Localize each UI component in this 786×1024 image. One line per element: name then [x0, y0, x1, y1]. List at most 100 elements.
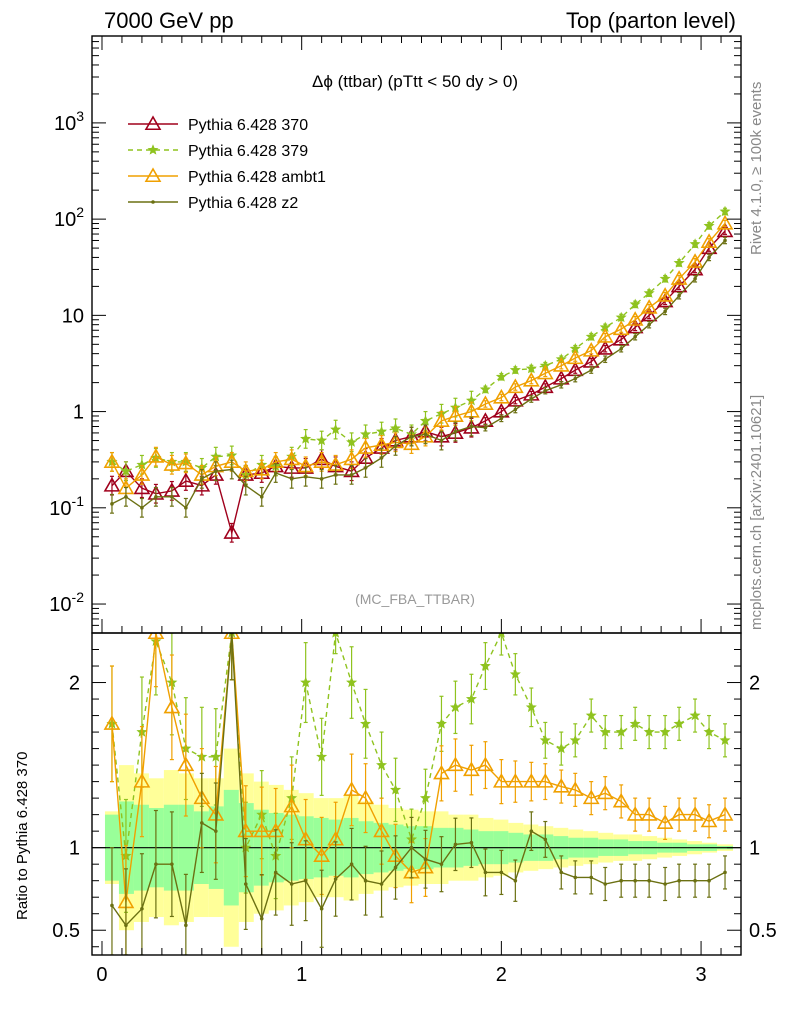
main-point-ambt1: [177, 454, 195, 470]
main-point-z2: [633, 334, 637, 339]
ratio-point-z2: [349, 862, 354, 866]
ratio-y-tick-label-right: 0.5: [749, 920, 777, 942]
ratio-point-z2: [319, 906, 324, 911]
main-point-z2: [124, 495, 128, 499]
ratio-point-p379: [419, 792, 431, 803]
main-point-ambt1: [582, 342, 600, 357]
ratio-point-ambt1: [283, 797, 301, 813]
ratio-point-p379: [703, 726, 715, 737]
main-point-p370: [177, 472, 195, 488]
ratio-point-ambt1: [626, 806, 644, 821]
main-point-z2: [647, 322, 651, 327]
ratio-point-ambt1: [447, 756, 464, 772]
y-tick-label: 1: [73, 402, 84, 424]
ratio-point-p379: [479, 660, 491, 671]
main-point-p379: [479, 383, 491, 395]
ratio-point-p379: [615, 726, 627, 737]
ratio-point-p379: [719, 734, 731, 746]
main-point-ambt1: [163, 456, 181, 471]
ratio-point-z2: [110, 903, 114, 908]
main-point-p379: [525, 362, 537, 374]
main-point-p370: [133, 479, 151, 495]
ratio-point-z2: [693, 878, 697, 883]
main-point-ambt1: [133, 466, 151, 481]
ratio-point-ambt1: [536, 773, 554, 788]
ratio-point-p379: [509, 668, 521, 679]
main-point-ambt1: [253, 460, 271, 476]
ratio-point-z2: [170, 862, 174, 866]
main-point-ambt1: [447, 407, 464, 423]
ratio-series-z2: [109, 633, 728, 955]
main-point-z2: [214, 469, 218, 474]
main-point-p370: [223, 524, 241, 539]
ratio-point-z2: [259, 916, 264, 921]
ratio-point-z2: [663, 882, 667, 886]
ratio-point-z2: [633, 878, 637, 883]
main-point-p379: [615, 311, 627, 323]
ratio-point-p379: [449, 701, 461, 713]
ratio-point-ambt1: [716, 806, 734, 821]
main-point-p379: [689, 238, 701, 249]
main-point-z2: [453, 429, 458, 434]
main-point-p379: [346, 436, 358, 447]
main-point-z2: [707, 255, 711, 260]
ratio-point-p379: [376, 759, 388, 770]
main-point-p379: [360, 428, 372, 440]
ratio-point-ambt1: [670, 806, 688, 821]
x-tick-label: 3: [695, 964, 706, 986]
main-point-z2: [349, 473, 354, 477]
main-point-z2: [319, 477, 324, 481]
ratio-y-tick-label-right: 1: [749, 838, 760, 860]
main-point-p379: [300, 433, 312, 444]
header-right: Top (parton level): [566, 8, 736, 33]
main-point-z2: [170, 495, 174, 499]
ratio-point-ambt1: [477, 756, 494, 772]
ratio-point-p379: [643, 726, 655, 737]
ratio-point-z2: [647, 878, 651, 883]
x-tick-label: 1: [296, 964, 307, 986]
legend-entry-p379: Pythia 6.428 379: [128, 143, 308, 160]
main-point-ambt1: [626, 311, 644, 326]
ratio-point-p379: [390, 784, 402, 795]
main-point-p379: [390, 422, 402, 434]
main-point-p379: [659, 273, 671, 284]
y-tick-label: 10-2: [49, 589, 84, 616]
ratio-point-z2: [184, 923, 188, 928]
legend-entry-ambt1: Pythia 6.428 ambt1: [128, 167, 326, 186]
main-point-z2: [573, 376, 578, 381]
ratio-y-tick-label-left: 2: [69, 673, 80, 695]
ratio-point-z2: [469, 840, 474, 845]
ratio-point-p379: [555, 742, 567, 754]
main-point-z2: [140, 506, 144, 510]
ratio-point-p379: [360, 718, 372, 729]
main-point-z2: [409, 434, 414, 439]
ratio-point-z2: [513, 878, 518, 883]
main-point-z2: [663, 309, 667, 314]
main-point-z2: [619, 346, 623, 351]
main-point-z2: [393, 444, 398, 448]
legend-entry-z2: Pythia 6.428 z2: [128, 195, 298, 212]
main-point-z2: [603, 357, 608, 362]
ratio-point-z2: [677, 878, 681, 883]
main-point-ambt1: [506, 378, 524, 394]
ratio-point-p379: [316, 750, 328, 762]
ratio-point-z2: [393, 865, 398, 870]
main-point-z2: [243, 483, 248, 488]
ratio-point-z2: [619, 878, 623, 883]
ratio-point-z2: [723, 870, 727, 875]
main-point-z2: [529, 397, 534, 401]
ratio-point-z2: [409, 845, 414, 850]
main-point-z2: [110, 502, 114, 506]
main-point-ambt1: [477, 395, 494, 411]
main-point-p379: [703, 220, 715, 231]
ratio-y-tick-label-left: 1: [69, 838, 80, 860]
ratio-point-p379: [659, 726, 671, 737]
ratio-point-z2: [423, 857, 428, 862]
main-point-z2: [469, 424, 474, 429]
y-tick-label: 10-1: [49, 493, 84, 520]
main-point-ambt1: [343, 450, 360, 466]
ratio-point-ambt1: [103, 715, 121, 730]
ratio-point-ambt1: [656, 814, 674, 829]
main-point-p379: [495, 371, 507, 382]
main-point-ambt1: [357, 439, 374, 454]
